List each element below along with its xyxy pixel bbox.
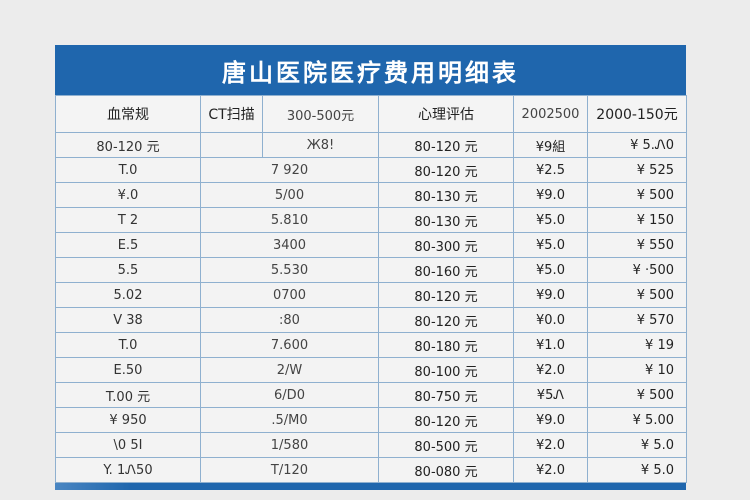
table-row: T.0 7.600 80-180 元 ¥1.0 ¥ 19 bbox=[55, 332, 687, 358]
table-cell: ¥ 570 bbox=[587, 307, 687, 333]
table-cell: ¥5.0 bbox=[513, 207, 588, 233]
table-cell: 2/W bbox=[200, 357, 379, 383]
table-cell: 80-500 元 bbox=[378, 432, 514, 458]
table-cell: 7 920 bbox=[200, 157, 379, 183]
table-cell: ¥0.0 bbox=[513, 307, 588, 333]
table-cell: T.0 bbox=[55, 157, 201, 183]
table-cell: 7.600 bbox=[200, 332, 379, 358]
table-cell: T 2 bbox=[55, 207, 201, 233]
table-cell: ¥ 5.00 bbox=[587, 407, 687, 433]
table-cell: :80 bbox=[200, 307, 379, 333]
table-cell: 80-160 元 bbox=[378, 257, 514, 283]
table-cell: ¥ 10 bbox=[587, 357, 687, 383]
table-cell: ¥9.0 bbox=[513, 407, 588, 433]
header-cell-amount-range: 2000-150元 bbox=[587, 95, 687, 133]
table-cell: ¥9.0 bbox=[513, 182, 588, 208]
table-cell: ¥5Ꮑ bbox=[513, 382, 588, 408]
table-row: ¥ 950.5/M0 80-120 元 ¥9.0 ¥ 5.00 bbox=[55, 407, 687, 433]
table-cell: 5.530 bbox=[200, 257, 379, 283]
table-row: T.0 7 920 80-120 元 ¥2.5 ¥ 525 bbox=[55, 157, 687, 183]
table-cell: ¥ 5.0 bbox=[587, 457, 687, 483]
table-cell: ¥ ·500 bbox=[587, 257, 687, 283]
table-cell: 80-750 元 bbox=[378, 382, 514, 408]
table-cell: E.5 bbox=[55, 232, 201, 258]
table-cell: 6/D0 bbox=[200, 382, 379, 408]
table-cell: ¥ 150 bbox=[587, 207, 687, 233]
header-cell-blood-routine: 血常规 bbox=[55, 95, 201, 133]
table-cell: 5/00 bbox=[200, 182, 379, 208]
table-cell: ¥ 5.0 bbox=[587, 432, 687, 458]
table-row: 5.02 0700 80-120 元 ¥9.0 ¥ 500 bbox=[55, 282, 687, 308]
table-cell: ¥2.0 bbox=[513, 432, 588, 458]
table-row: V 38:80 80-120 元 ¥0.0 ¥ 570 bbox=[55, 307, 687, 333]
table-cell: Ж8! bbox=[262, 132, 379, 158]
table-cell: E.50 bbox=[55, 357, 201, 383]
table-cell: ¥ 500 bbox=[587, 182, 687, 208]
fee-table-sheet: 唐山医院医疗费用明细表 血常规 CT扫描 300-500元 心理评估 20025… bbox=[55, 45, 687, 490]
table-cell: 0700 bbox=[200, 282, 379, 308]
table-cell: 80-120 元 bbox=[378, 407, 514, 433]
table-cell: 1/580 bbox=[200, 432, 379, 458]
table-cell: 3400 bbox=[200, 232, 379, 258]
table-cell: ¥1.0 bbox=[513, 332, 588, 358]
table-cell: Y. 1Ꮑ50 bbox=[55, 457, 201, 483]
table-cell: 80-120 元 bbox=[378, 282, 514, 308]
table-cell: T.0 bbox=[55, 332, 201, 358]
table-cell: 80-080 元 bbox=[378, 457, 514, 483]
bottom-bar bbox=[55, 483, 686, 490]
table-row: ¥.0 5/00 80-130 元 ¥9.0 ¥ 500 bbox=[55, 182, 687, 208]
table-cell: 80-120 元 bbox=[378, 132, 514, 158]
header-row: 血常规 CT扫描 300-500元 心理评估 2002500 2000-150元 bbox=[55, 95, 687, 133]
table-cell: 80-120 元 bbox=[378, 307, 514, 333]
table-row: T.00 元 6/D0 80-750 元 ¥5Ꮑ ¥ 500 bbox=[55, 382, 687, 408]
header-cell-psych-eval: 心理评估 bbox=[378, 95, 514, 133]
table-cell: ¥ 550 bbox=[587, 232, 687, 258]
table-cell: ¥5.0 bbox=[513, 257, 588, 283]
table-cell: 80-130 元 bbox=[378, 207, 514, 233]
table-cell: 80-120 元 bbox=[378, 157, 514, 183]
table-cell: V 38 bbox=[55, 307, 201, 333]
table-cell: T.00 元 bbox=[55, 382, 201, 408]
table-cell: ¥ 5.Ꮑ0 bbox=[587, 132, 687, 158]
table-cell: ¥ 500 bbox=[587, 382, 687, 408]
header-cell-ct-scan: CT扫描 bbox=[200, 95, 263, 133]
table-cell: 5.810 bbox=[200, 207, 379, 233]
table-cell: ¥ 500 bbox=[587, 282, 687, 308]
table-cell: 80-300 元 bbox=[378, 232, 514, 258]
table-cell: ¥.0 bbox=[55, 182, 201, 208]
table-row: E.50 2/W 80-100 元 ¥2.0 ¥ 10 bbox=[55, 357, 687, 383]
fee-table: 血常规 CT扫描 300-500元 心理评估 2002500 2000-150元… bbox=[55, 95, 687, 483]
table-cell: 80-180 元 bbox=[378, 332, 514, 358]
table-cell: ¥9組 bbox=[513, 132, 588, 158]
header-cell-amount: 2002500 bbox=[513, 95, 588, 133]
table-cell: ¥ 950 bbox=[55, 407, 201, 433]
table-row: Y. 1Ꮑ50 T/120 80-080 元 ¥2.0 ¥ 5.0 bbox=[55, 457, 687, 483]
header-cell-price-range: 300-500元 bbox=[262, 95, 379, 133]
table-cell bbox=[200, 132, 263, 158]
table-cell: ¥ 525 bbox=[587, 157, 687, 183]
table-cell: ¥2.0 bbox=[513, 457, 588, 483]
table-row: E.5 3400 80-300 元 ¥5.0 ¥ 550 bbox=[55, 232, 687, 258]
table-cell: 5.5 bbox=[55, 257, 201, 283]
table-cell: ¥ 19 bbox=[587, 332, 687, 358]
table-title: 唐山医院医疗费用明细表 bbox=[55, 45, 686, 95]
table-cell: ¥5.0 bbox=[513, 232, 588, 258]
table-cell: ¥2.0 bbox=[513, 357, 588, 383]
table-cell: ¥2.5 bbox=[513, 157, 588, 183]
table-row: \0 5I 1/580 80-500 元 ¥2.0 ¥ 5.0 bbox=[55, 432, 687, 458]
table-cell: \0 5I bbox=[55, 432, 201, 458]
table-cell: T/120 bbox=[200, 457, 379, 483]
table-row: 5.5 5.530 80-160 元 ¥5.0 ¥ ·500 bbox=[55, 257, 687, 283]
table-cell: .5/M0 bbox=[200, 407, 379, 433]
table-cell: 80-100 元 bbox=[378, 357, 514, 383]
table-cell: 5.02 bbox=[55, 282, 201, 308]
table-row: T 2 5.810 80-130 元 ¥5.0 ¥ 150 bbox=[55, 207, 687, 233]
table-row: 80-120 元 Ж8! 80-120 元 ¥9組 ¥ 5.Ꮑ0 bbox=[55, 132, 687, 158]
table-cell: ¥9.0 bbox=[513, 282, 588, 308]
table-cell: 80-130 元 bbox=[378, 182, 514, 208]
table-cell: 80-120 元 bbox=[55, 132, 201, 158]
